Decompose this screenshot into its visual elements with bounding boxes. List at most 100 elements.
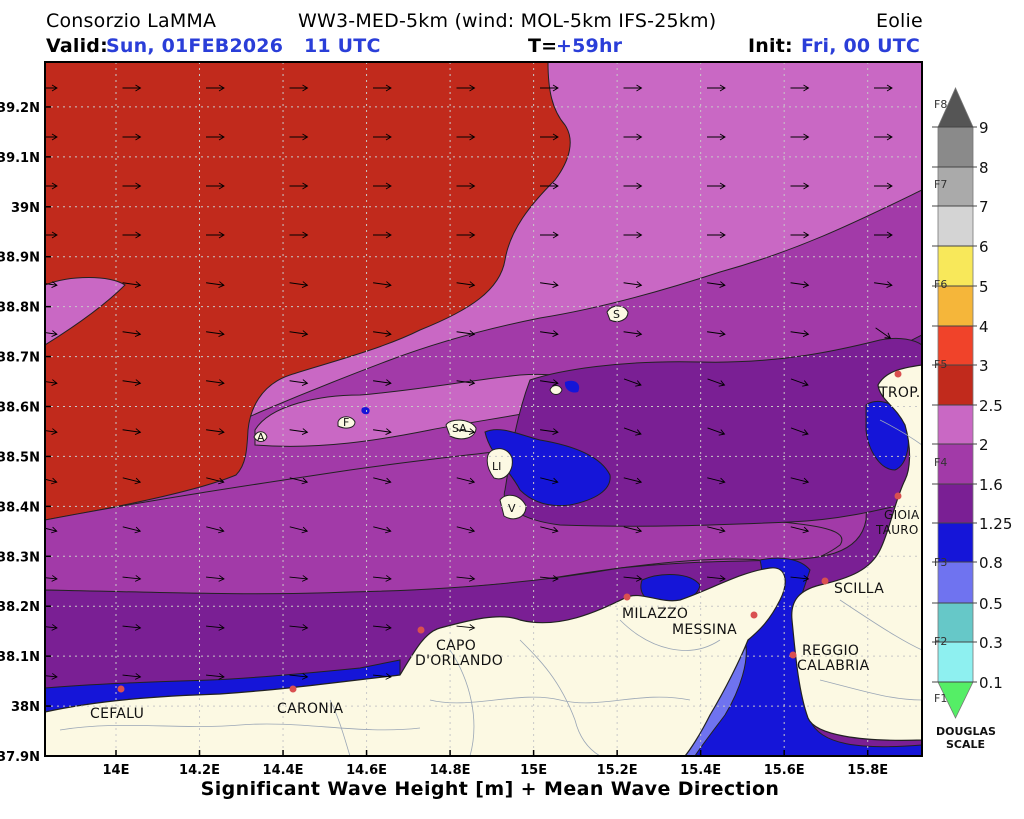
label-milazzo: MILAZZO <box>622 606 688 622</box>
wave-arrow <box>206 379 225 386</box>
wave-arrow <box>707 133 726 141</box>
valid-date: Sun, 01FEB2026 <box>106 35 284 57</box>
lat-tick-label: 37.9N <box>0 750 40 765</box>
label-scilla: SCILLA <box>834 581 884 597</box>
wave-arrow <box>206 673 225 680</box>
lat-tick-label: 38.1N <box>0 650 40 665</box>
axis-labels: 14E 14.2E 14.4E 14.6E 14.8E 15E 15.2E 15.4E 15.6… <box>0 101 888 778</box>
lat-tick-label: 38.8N <box>0 301 40 316</box>
wave-arrow <box>45 526 58 534</box>
legend-swatch <box>937 641 974 683</box>
island-label-s: S <box>613 308 620 321</box>
legend-douglas-label: F2 <box>934 635 947 648</box>
lat-tick-label: 38.5N <box>0 450 40 465</box>
legend-level-label: 0.3 <box>979 634 1003 652</box>
wave-arrow <box>707 575 726 582</box>
wave-arrow <box>122 428 142 435</box>
admin-borders <box>59 419 922 756</box>
wave-arrow <box>45 133 58 141</box>
label-tropea: TROP. <box>878 385 921 401</box>
wave-arrow <box>373 379 392 386</box>
island-alicudi <box>253 431 268 442</box>
legend-douglas-label: F8 <box>934 98 947 111</box>
wave-arrow <box>790 330 810 337</box>
wave-arrow <box>623 526 643 534</box>
legend-level-label: 1.6 <box>979 476 1003 494</box>
wave-arrow <box>456 330 476 337</box>
wave-arrow <box>289 624 309 631</box>
city-labels: CEFALU CARONIA CAPO D'ORLANDO MILAZZO ME… <box>90 385 921 722</box>
wave-arrow <box>623 330 643 337</box>
model-label: WW3-MED-5km (wind: MOL-5km IFS-25km) <box>298 10 717 32</box>
wave-arrow <box>456 526 476 534</box>
island-label-sa: SA <box>452 422 467 435</box>
legend-douglas-label: F4 <box>934 456 947 469</box>
wave-arrow <box>456 84 476 92</box>
wave-arrow <box>456 182 476 190</box>
legend-level-label: 9 <box>979 119 989 137</box>
island-label-f: F <box>343 416 349 429</box>
t-label: T= <box>528 35 558 57</box>
wave-arrow <box>707 182 726 190</box>
wave-arrow <box>206 526 225 534</box>
wave-arrow <box>456 133 476 141</box>
wave-arrow <box>206 281 225 288</box>
lon-tick-label: 14.6E <box>346 763 387 778</box>
legend-swatch <box>937 205 974 247</box>
source-label: Consorzio LaMMA <box>46 10 217 32</box>
legend-title-line1: DOUGLAS <box>936 725 996 738</box>
wave-arrow <box>206 231 225 239</box>
wave-arrow <box>540 84 559 92</box>
wave-arrow <box>122 281 142 288</box>
wave-arrow <box>122 673 142 680</box>
island-label-v: V <box>508 502 516 515</box>
wave-arrow <box>289 379 309 386</box>
wave-arrow <box>623 427 642 436</box>
wave-arrow <box>707 526 726 534</box>
field-0-8-1-25-lipari <box>484 429 611 507</box>
wave-arrow <box>540 281 559 288</box>
label-messina: MESSINA <box>672 622 737 638</box>
init-label: Init: <box>748 35 793 57</box>
graticule <box>45 62 922 756</box>
island-salina <box>445 419 477 440</box>
wave-arrow <box>122 477 142 485</box>
wave-arrow <box>456 477 476 485</box>
wave-direction-arrows <box>45 84 893 680</box>
lon-tick-label: 14.4E <box>263 763 304 778</box>
wave-arrow <box>373 281 392 288</box>
legend-swatch <box>937 561 974 604</box>
legend-douglas-label: F1 <box>934 692 947 705</box>
wave-arrow <box>373 575 392 582</box>
wave-arrow <box>122 624 142 631</box>
marker-gioia-tauro <box>894 492 902 500</box>
wave-arrow <box>122 379 142 386</box>
lat-tick-label: 38.3N <box>0 550 40 565</box>
lat-tick-label: 38.6N <box>0 401 40 416</box>
wave-arrow <box>206 133 225 141</box>
lat-tick-label: 39N <box>11 201 40 216</box>
wave-arrow <box>623 281 643 288</box>
label-dorlando: D'ORLANDO <box>415 653 503 669</box>
region-label: Eolie <box>876 10 923 32</box>
label-calabria: CALABRIA <box>797 658 870 674</box>
field-island-blob-2 <box>361 407 370 415</box>
wave-arrow <box>289 231 309 239</box>
wave-arrow <box>45 673 58 680</box>
wave-arrow <box>289 330 309 337</box>
wave-arrow <box>790 575 810 582</box>
legend-level-label: 8 <box>979 159 989 177</box>
wave-arrow <box>540 330 559 337</box>
wave-arrow <box>206 330 225 337</box>
wave-arrow <box>373 526 392 534</box>
wave-arrow <box>122 330 142 337</box>
legend-swatch <box>937 285 974 327</box>
wave-arrow <box>874 281 893 288</box>
wave-arrow <box>289 182 309 190</box>
lat-tick-label: 38.2N <box>0 600 40 615</box>
islands <box>253 305 629 520</box>
legend-level-label: 7 <box>979 198 989 216</box>
wave-arrow <box>45 379 58 386</box>
wave-arrow <box>790 84 810 92</box>
wave-arrow <box>456 575 476 582</box>
